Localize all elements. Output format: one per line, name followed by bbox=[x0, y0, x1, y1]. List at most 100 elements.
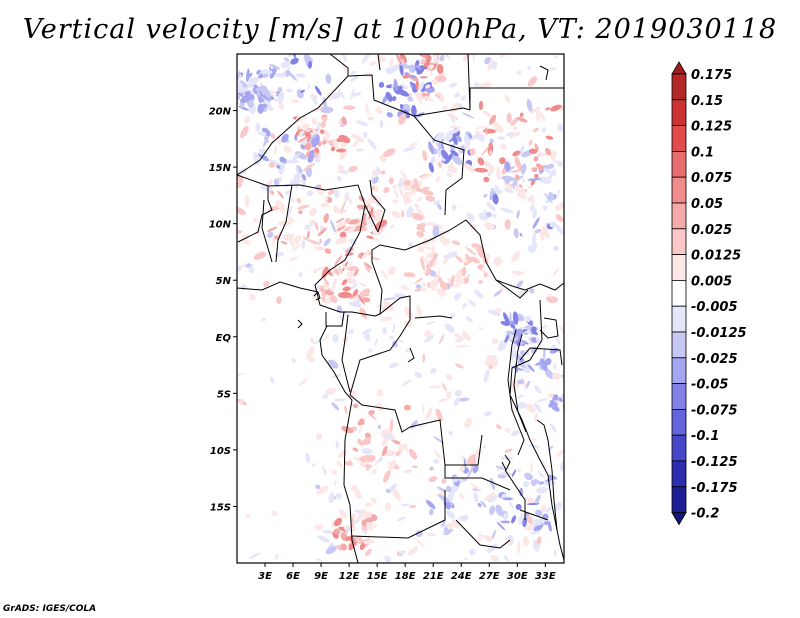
velocity-blob bbox=[291, 358, 296, 364]
velocity-blob bbox=[434, 54, 438, 56]
velocity-blob bbox=[534, 478, 541, 485]
velocity-blob bbox=[404, 307, 414, 319]
velocity-blob bbox=[385, 488, 391, 494]
colorbar-swatch bbox=[671, 202, 687, 230]
velocity-blob bbox=[356, 511, 365, 521]
velocity-blob bbox=[430, 156, 436, 165]
velocity-blob bbox=[496, 471, 509, 476]
velocity-blob bbox=[534, 173, 539, 179]
velocity-blob bbox=[478, 279, 483, 284]
velocity-blob bbox=[487, 172, 492, 177]
velocity-blob bbox=[271, 510, 278, 516]
velocity-blob bbox=[305, 346, 315, 360]
velocity-blob bbox=[308, 207, 317, 217]
border-line bbox=[495, 279, 529, 299]
colorbar-label: -0.175 bbox=[691, 481, 738, 496]
velocity-blob bbox=[335, 237, 348, 245]
velocity-blob bbox=[435, 132, 445, 144]
velocity-blob bbox=[397, 181, 405, 188]
velocity-blob bbox=[420, 255, 430, 265]
velocity-blob bbox=[292, 152, 302, 159]
velocity-blob bbox=[470, 483, 482, 492]
velocity-blob bbox=[436, 54, 440, 61]
velocity-blob bbox=[269, 90, 278, 96]
velocity-blob bbox=[345, 225, 356, 234]
velocity-blob bbox=[314, 85, 322, 96]
velocity-blob bbox=[277, 43, 286, 51]
velocity-blob bbox=[403, 191, 410, 205]
velocity-blob bbox=[565, 404, 568, 414]
colorbar-label: 0.0125 bbox=[691, 249, 741, 264]
velocity-blob bbox=[438, 398, 449, 402]
velocity-blob bbox=[333, 517, 343, 527]
velocity-blob bbox=[327, 189, 335, 196]
velocity-blob bbox=[523, 480, 530, 488]
velocity-blob bbox=[351, 485, 358, 491]
velocity-blob bbox=[333, 398, 346, 402]
velocity-blob bbox=[364, 502, 373, 507]
velocity-blob bbox=[307, 239, 320, 245]
velocity-blob bbox=[454, 255, 463, 263]
velocity-blob bbox=[336, 175, 342, 182]
velocity-blob bbox=[457, 135, 462, 143]
colorbar-label: -0.2 bbox=[691, 507, 719, 522]
velocity-blob bbox=[544, 192, 553, 204]
velocity-blob bbox=[377, 424, 381, 430]
velocity-blob bbox=[300, 89, 305, 93]
velocity-blob bbox=[315, 484, 321, 490]
velocity-blob bbox=[461, 266, 467, 277]
velocity-blob bbox=[237, 181, 242, 188]
velocity-blob bbox=[399, 54, 407, 64]
velocity-blob bbox=[469, 148, 476, 156]
velocity-blob bbox=[312, 95, 318, 102]
velocity-blob bbox=[469, 548, 476, 556]
velocity-blob bbox=[486, 354, 493, 362]
velocity-blob bbox=[417, 186, 430, 193]
velocity-blob bbox=[486, 202, 496, 212]
colorbar-label: 0.1 bbox=[691, 145, 714, 160]
velocity-blob bbox=[260, 69, 273, 75]
velocity-blob bbox=[441, 383, 447, 392]
velocity-blob bbox=[535, 163, 544, 171]
velocity-blob bbox=[463, 134, 471, 147]
velocity-blob bbox=[513, 126, 518, 131]
velocity-blob bbox=[357, 252, 362, 258]
velocity-blob bbox=[530, 530, 541, 535]
velocity-blob bbox=[498, 157, 506, 165]
velocity-blob bbox=[240, 94, 252, 104]
velocity-blob bbox=[428, 162, 434, 173]
border-line bbox=[455, 519, 511, 549]
velocity-blob bbox=[497, 136, 506, 140]
velocity-blob bbox=[414, 178, 419, 191]
velocity-blob bbox=[504, 183, 513, 191]
velocity-blob bbox=[381, 445, 388, 457]
velocity-blob bbox=[463, 277, 470, 284]
river-outline bbox=[407, 347, 415, 363]
velocity-blob bbox=[237, 79, 244, 91]
velocity-blob bbox=[512, 150, 521, 157]
velocity-blob bbox=[477, 157, 485, 166]
velocity-blob bbox=[474, 82, 480, 88]
velocity-blob bbox=[517, 394, 524, 399]
velocity-blob bbox=[522, 517, 528, 528]
velocity-blob bbox=[367, 138, 377, 150]
velocity-blob bbox=[273, 178, 280, 187]
velocity-blob bbox=[281, 66, 292, 75]
velocity-blob bbox=[477, 264, 485, 270]
velocity-blob bbox=[425, 258, 437, 269]
velocity-blob bbox=[288, 236, 295, 248]
velocity-blob bbox=[517, 540, 521, 554]
velocity-blob bbox=[342, 286, 351, 292]
velocity-blob bbox=[444, 528, 454, 536]
velocity-blob bbox=[496, 521, 506, 531]
velocity-blob bbox=[484, 253, 491, 259]
lon-tick-label: 6E bbox=[286, 571, 300, 582]
border-line bbox=[275, 184, 293, 263]
velocity-blob bbox=[361, 448, 373, 455]
velocity-blob bbox=[552, 394, 559, 401]
velocity-blob bbox=[378, 81, 385, 88]
velocity-blob bbox=[465, 316, 473, 323]
velocity-blob bbox=[295, 151, 307, 160]
velocity-blob bbox=[311, 127, 318, 135]
velocity-blob bbox=[346, 271, 354, 279]
